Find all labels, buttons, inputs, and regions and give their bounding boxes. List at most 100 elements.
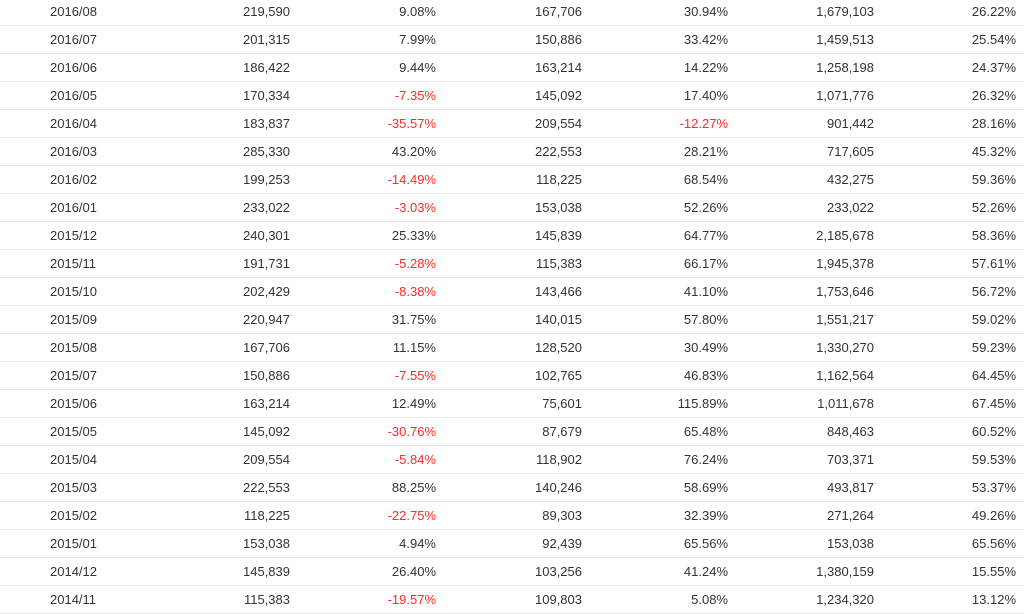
table-row: 2016/02 199,253 -14.49% 118,225 68.54% 432,27…: [0, 166, 1024, 194]
change-cell: -22.75%: [387, 508, 436, 523]
change-cell: 11.15%: [392, 340, 436, 355]
change-cell: -35.57%: [387, 116, 436, 131]
prev-value-cell: 87,679: [542, 424, 582, 439]
share-cell: 13.12%: [971, 592, 1016, 607]
table-row: 2015/04 209,554 -5.84% 118,902 76.24% 703,371…: [0, 446, 1024, 474]
share-cell: 26.22%: [971, 4, 1016, 19]
yoy-cell: 115.89%: [677, 396, 728, 411]
change-cell: -30.76%: [387, 424, 436, 439]
prev-value-cell: 143,466: [535, 284, 582, 299]
value-cell: 202,429: [243, 284, 290, 299]
month-cell: 2014/11: [50, 592, 97, 607]
value-cell: 240,301: [243, 228, 290, 243]
yoy-cell: 65.56%: [683, 536, 728, 551]
table-row: 2016/04 183,837 -35.57% 209,554 -12.27% 901,4…: [0, 110, 1024, 138]
yoy-cell: 30.94%: [683, 4, 728, 19]
table-row: 2015/12 240,301 25.33% 145,839 64.77% 2,185,6…: [0, 222, 1024, 250]
month-cell: 2015/10: [50, 284, 97, 299]
month-cell: 2015/02: [50, 508, 97, 523]
prev-value-cell: 150,886: [535, 32, 582, 47]
value-cell: 201,315: [243, 32, 290, 47]
value-cell: 150,886: [243, 368, 290, 383]
month-cell: 2015/09: [50, 312, 97, 327]
cumulative-cell: 233,022: [827, 200, 874, 215]
prev-value-cell: 153,038: [535, 200, 582, 215]
prev-value-cell: 140,015: [535, 312, 582, 327]
yoy-cell: 57.80%: [683, 312, 728, 327]
prev-value-cell: 140,246: [535, 480, 582, 495]
cumulative-cell: 1,258,198: [816, 60, 874, 75]
yoy-cell: 65.48%: [683, 424, 728, 439]
month-cell: 2015/08: [50, 340, 97, 355]
share-cell: 28.16%: [971, 116, 1016, 131]
change-cell: 43.20%: [391, 144, 436, 159]
change-cell: -7.35%: [394, 88, 436, 103]
table-row: 2016/06 186,422 9.44% 163,214 14.22% 1,258,19…: [0, 54, 1024, 82]
table-row: 2015/06 163,214 12.49% 75,601 115.89% 1,011,6…: [0, 390, 1024, 418]
month-cell: 2016/03: [50, 144, 97, 159]
share-cell: 26.32%: [971, 88, 1016, 103]
yoy-cell: 41.24%: [683, 564, 728, 579]
cumulative-cell: 153,038: [827, 536, 874, 551]
prev-value-cell: 103,256: [535, 564, 582, 579]
month-cell: 2016/07: [50, 32, 97, 47]
yoy-cell: 41.10%: [683, 284, 728, 299]
yoy-cell: 28.21%: [683, 144, 728, 159]
change-cell: -8.38%: [394, 284, 436, 299]
value-cell: 199,253: [243, 172, 290, 187]
cumulative-cell: 848,463: [827, 424, 874, 439]
share-cell: 58.36%: [971, 228, 1016, 243]
month-cell: 2016/01: [50, 200, 97, 215]
prev-value-cell: 75,601: [542, 396, 582, 411]
cumulative-cell: 901,442: [827, 116, 874, 131]
month-cell: 2015/03: [50, 480, 97, 495]
month-cell: 2015/05: [50, 424, 97, 439]
table-row: 2016/07 201,315 7.99% 150,886 33.42% 1,459,51…: [0, 26, 1024, 54]
change-cell: 7.99%: [399, 32, 436, 47]
prev-value-cell: 222,553: [535, 144, 582, 159]
table-row: 2015/05 145,092 -30.76% 87,679 65.48% 848,463…: [0, 418, 1024, 446]
change-cell: -5.28%: [394, 256, 436, 271]
share-cell: 15.55%: [971, 564, 1016, 579]
month-cell: 2015/07: [50, 368, 97, 383]
prev-value-cell: 163,214: [535, 60, 582, 75]
cumulative-cell: 1,071,776: [816, 88, 874, 103]
change-cell: 9.44%: [399, 60, 436, 75]
change-cell: 31.75%: [391, 312, 436, 327]
table-row: 2015/03 222,553 88.25% 140,246 58.69% 493,817…: [0, 474, 1024, 502]
month-cell: 2015/01: [50, 536, 97, 551]
share-cell: 64.45%: [971, 368, 1016, 383]
table-row: 2015/01 153,038 4.94% 92,439 65.56% 153,038 65…: [0, 530, 1024, 558]
cumulative-cell: 1,459,513: [816, 32, 874, 47]
prev-value-cell: 102,765: [535, 368, 582, 383]
cumulative-cell: 432,275: [827, 172, 874, 187]
table-row: 2015/07 150,886 -7.55% 102,765 46.83% 1,162,5…: [0, 362, 1024, 390]
change-cell: -3.03%: [394, 200, 436, 215]
table-row: 2015/11 191,731 -5.28% 115,383 66.17% 1,945,3…: [0, 250, 1024, 278]
value-cell: 219,590: [243, 4, 290, 19]
yoy-cell: 30.49%: [683, 340, 728, 355]
share-cell: 25.54%: [971, 32, 1016, 47]
cumulative-cell: 1,234,320: [816, 592, 874, 607]
month-cell: 2014/12: [50, 564, 97, 579]
month-cell: 2015/12: [50, 228, 97, 243]
cumulative-cell: 1,551,217: [816, 312, 874, 327]
change-cell: -7.55%: [394, 368, 436, 383]
month-cell: 2016/02: [50, 172, 97, 187]
prev-value-cell: 92,439: [542, 536, 582, 551]
table-row: 2015/02 118,225 -22.75% 89,303 32.39% 271,264…: [0, 502, 1024, 530]
yoy-cell: 46.83%: [683, 368, 728, 383]
share-cell: 45.32%: [971, 144, 1016, 159]
share-cell: 67.45%: [971, 396, 1016, 411]
prev-value-cell: 128,520: [535, 340, 582, 355]
prev-value-cell: 209,554: [535, 116, 582, 131]
cumulative-cell: 1,380,159: [816, 564, 874, 579]
value-cell: 209,554: [243, 452, 290, 467]
share-cell: 59.23%: [971, 340, 1016, 355]
value-cell: 233,022: [243, 200, 290, 215]
cumulative-cell: 1,945,378: [816, 256, 874, 271]
value-cell: 170,334: [243, 88, 290, 103]
change-cell: -14.49%: [387, 172, 436, 187]
cumulative-cell: 2,185,678: [816, 228, 874, 243]
value-cell: 145,092: [243, 424, 290, 439]
